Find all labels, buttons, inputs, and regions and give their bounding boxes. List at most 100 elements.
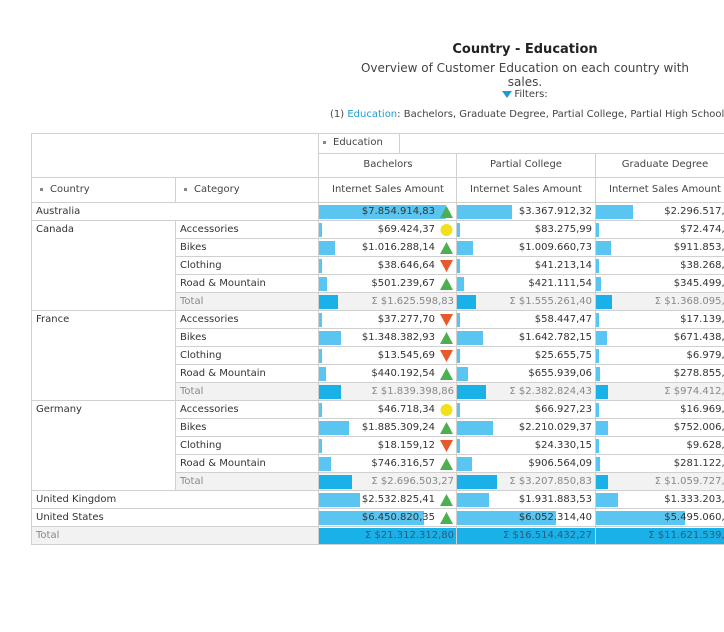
value-cell[interactable]: $2.296.517,6: [595, 203, 724, 221]
value-cell[interactable]: $13.545,69: [318, 347, 457, 365]
row-field-category[interactable]: Category: [175, 177, 318, 203]
value-cell[interactable]: $3.367.912,32: [456, 203, 595, 221]
value-cell[interactable]: $278.855,8: [595, 365, 724, 383]
column-header-bachelors[interactable]: Bachelors: [318, 153, 457, 177]
value-cell[interactable]: $69.424,37: [318, 221, 457, 239]
column-field-education[interactable]: Education: [318, 133, 400, 153]
value-cell[interactable]: $17.139,3: [595, 311, 724, 329]
value-cell[interactable]: $1.931.883,53: [456, 491, 595, 509]
value-cell[interactable]: $9.628,9: [595, 437, 724, 455]
data-bar: [319, 439, 322, 453]
filter-field-link[interactable]: Education: [347, 109, 398, 120]
value-cell[interactable]: $18.159,12: [318, 437, 457, 455]
row-header-category[interactable]: Clothing: [175, 347, 318, 365]
value-cell[interactable]: $1.885.309,24: [318, 419, 457, 437]
value-cell[interactable]: $6.450.820,35: [318, 509, 457, 527]
row-header-category[interactable]: Bikes: [175, 239, 318, 257]
value-cell[interactable]: $1.348.382,93: [318, 329, 457, 347]
grand-total-label[interactable]: Total: [31, 527, 318, 545]
value-cell[interactable]: $1.642.782,15: [456, 329, 595, 347]
value-cell[interactable]: $6.052.314,40: [456, 509, 595, 527]
value-cell[interactable]: $16.969,8: [595, 401, 724, 419]
value-cell[interactable]: $1.333.203,3: [595, 491, 724, 509]
value-cell[interactable]: $281.122,5: [595, 455, 724, 473]
value-cell[interactable]: $655.939,06: [456, 365, 595, 383]
row-header-category[interactable]: Bikes: [175, 419, 318, 437]
subtotal-label[interactable]: Total: [175, 293, 318, 311]
row-header-country[interactable]: Canada: [31, 221, 175, 311]
row-header-category[interactable]: Bikes: [175, 329, 318, 347]
value-text: $278.855,8: [673, 368, 724, 379]
value-cell[interactable]: $72.474,3: [595, 221, 724, 239]
value-cell[interactable]: $440.192,54: [318, 365, 457, 383]
value-cell[interactable]: $421.111,54: [456, 275, 595, 293]
value-text: $752.006,3: [673, 422, 724, 433]
value-cell[interactable]: $752.006,3: [595, 419, 724, 437]
column-header-partial-college[interactable]: Partial College: [456, 153, 595, 177]
row-field-country[interactable]: Country: [31, 177, 175, 203]
row-header-category[interactable]: Clothing: [175, 257, 318, 275]
value-cell[interactable]: $24.330,15: [456, 437, 595, 455]
column-header-graduate-degree[interactable]: Graduate Degree: [595, 153, 724, 177]
value-cell[interactable]: $37.277,70: [318, 311, 457, 329]
subtotal-label[interactable]: Total: [175, 473, 318, 491]
value-cell[interactable]: $2.210.029,37: [456, 419, 595, 437]
value-cell[interactable]: $671.438,0: [595, 329, 724, 347]
data-bar: [319, 259, 322, 273]
row-header-category[interactable]: Road & Mountain: [175, 365, 318, 383]
subtotal-cell[interactable]: Σ $1.839.398,86: [318, 383, 457, 401]
value-cell[interactable]: $46.718,34: [318, 401, 457, 419]
row-header-country[interactable]: Germany: [31, 401, 175, 491]
value-cell[interactable]: $1.009.660,73: [456, 239, 595, 257]
row-header-country[interactable]: United States: [31, 509, 318, 527]
value-cell[interactable]: $41.213,14: [456, 257, 595, 275]
row-header-category[interactable]: Accessories: [175, 401, 318, 419]
value-cell[interactable]: $501.239,67: [318, 275, 457, 293]
subtotal-cell[interactable]: Σ $1.625.598,83: [318, 293, 457, 311]
row-header-category[interactable]: Accessories: [175, 311, 318, 329]
subtotal-cell[interactable]: Σ $974.412,6: [595, 383, 724, 401]
value-cell[interactable]: $25.655,75: [456, 347, 595, 365]
data-bar: [596, 403, 599, 417]
grand-total-cell[interactable]: Σ $16.514.432,27: [456, 527, 595, 545]
value-cell[interactable]: $1.016.288,14: [318, 239, 457, 257]
measure-header[interactable]: Internet Sales Amount: [595, 177, 724, 203]
subtotal-cell[interactable]: Σ $1.368.095,9: [595, 293, 724, 311]
value-text: Σ $3.207.850,83: [509, 476, 592, 487]
row-header-category[interactable]: Road & Mountain: [175, 455, 318, 473]
value-cell[interactable]: $6.979,3: [595, 347, 724, 365]
value-text: $24.330,15: [534, 440, 592, 451]
row-header-country[interactable]: Australia: [31, 203, 318, 221]
value-cell[interactable]: $2.532.825,41: [318, 491, 457, 509]
value-cell[interactable]: $906.564,09: [456, 455, 595, 473]
value-cell[interactable]: $5.495.060,0: [595, 509, 724, 527]
filters-toggle[interactable]: Filters:: [355, 89, 695, 100]
value-cell[interactable]: $83.275,99: [456, 221, 595, 239]
row-header-country[interactable]: France: [31, 311, 175, 401]
grand-total-cell[interactable]: Σ $11.621.539,2: [595, 527, 724, 545]
measure-header[interactable]: Internet Sales Amount: [318, 177, 457, 203]
measure-header[interactable]: Internet Sales Amount: [456, 177, 595, 203]
data-bar: [457, 475, 497, 489]
subtotal-cell[interactable]: Σ $2.696.503,27: [318, 473, 457, 491]
value-cell[interactable]: $38.268,8: [595, 257, 724, 275]
value-cell[interactable]: $746.316,57: [318, 455, 457, 473]
value-cell[interactable]: $38.646,64: [318, 257, 457, 275]
row-header-category[interactable]: Accessories: [175, 221, 318, 239]
value-cell[interactable]: $7.854.914,83: [318, 203, 457, 221]
row-header-category[interactable]: Road & Mountain: [175, 275, 318, 293]
value-cell[interactable]: $345.499,6: [595, 275, 724, 293]
row-header-category[interactable]: Clothing: [175, 437, 318, 455]
value-text: Σ $21.312.312,80: [364, 530, 454, 541]
subtotal-cell[interactable]: Σ $1.555.261,40: [456, 293, 595, 311]
data-bar: [457, 349, 460, 363]
row-header-country[interactable]: United Kingdom: [31, 491, 318, 509]
subtotal-label[interactable]: Total: [175, 383, 318, 401]
grand-total-cell[interactable]: Σ $21.312.312,80: [318, 527, 457, 545]
value-cell[interactable]: $66.927,23: [456, 401, 595, 419]
subtotal-cell[interactable]: Σ $1.059.727,6: [595, 473, 724, 491]
value-cell[interactable]: $58.447,47: [456, 311, 595, 329]
subtotal-cell[interactable]: Σ $3.207.850,83: [456, 473, 595, 491]
value-cell[interactable]: $911.853,0: [595, 239, 724, 257]
subtotal-cell[interactable]: Σ $2.382.824,43: [456, 383, 595, 401]
